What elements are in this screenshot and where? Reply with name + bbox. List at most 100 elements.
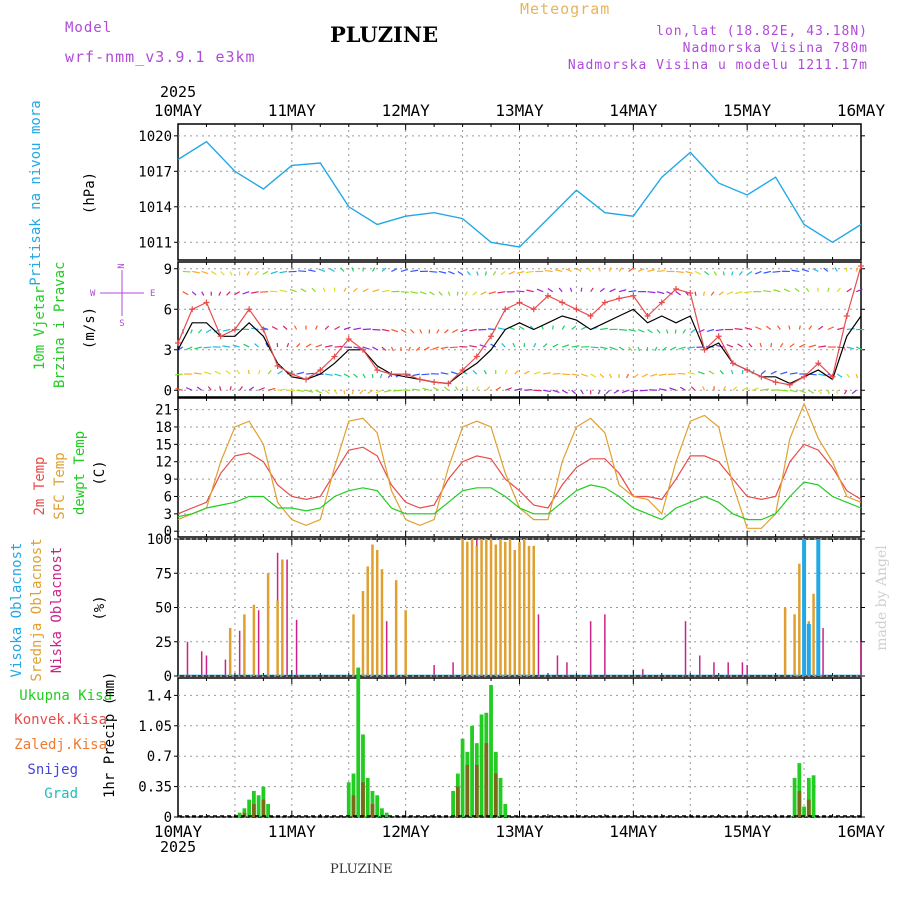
precip-snow-label: Snijeg xyxy=(27,762,78,778)
y-tick-label: 100 xyxy=(147,532,172,548)
wind-barb xyxy=(308,269,316,273)
precip-total-label: Ukupna Kisa xyxy=(19,688,112,704)
wind-barb xyxy=(204,371,212,375)
wind-barb xyxy=(229,271,233,276)
y-tick-label: 6 xyxy=(164,302,172,318)
wind-barb xyxy=(185,346,193,351)
wind-barb xyxy=(438,291,443,296)
wind-barb xyxy=(690,329,696,334)
wind-gust-marker xyxy=(687,290,694,297)
wind-barb xyxy=(293,325,298,330)
altitude-label: Nadmorska Visina 780m xyxy=(682,41,868,56)
wind-barb xyxy=(744,291,752,294)
precip-total-bar xyxy=(451,790,455,817)
precip-conv-bar xyxy=(474,764,479,817)
wind-barb xyxy=(315,389,322,394)
wind-barb xyxy=(748,342,753,348)
precip-conv-bar xyxy=(370,803,375,817)
wind-barb xyxy=(580,287,583,292)
wind-barb xyxy=(637,328,645,333)
wind-barb xyxy=(730,369,734,375)
wind-barb xyxy=(485,271,487,276)
wind-barb xyxy=(554,269,563,273)
y-tick-label: 1011 xyxy=(138,235,172,251)
wind-barb xyxy=(422,387,430,391)
wind-barb xyxy=(722,271,725,276)
wind-barb xyxy=(381,267,387,272)
wind-barb xyxy=(497,291,506,294)
wind-barb xyxy=(258,387,265,391)
wind-barb xyxy=(353,327,362,331)
precip-total-bar xyxy=(470,725,474,817)
wind-barb xyxy=(324,344,333,348)
wind-barb xyxy=(823,267,829,272)
wind-barb xyxy=(372,346,379,351)
wind-gust-marker xyxy=(431,379,438,386)
wind-barb xyxy=(267,387,276,391)
wind-barb xyxy=(448,270,455,275)
wind-barb xyxy=(279,289,288,293)
wind-barb xyxy=(600,346,608,350)
wind-barb xyxy=(485,386,491,391)
y-tick-label: 9 xyxy=(164,262,172,278)
wind-barb xyxy=(457,270,463,276)
wind-barb xyxy=(495,386,502,391)
wind-barb xyxy=(735,291,743,295)
wind-barb xyxy=(479,344,487,348)
wind-barb xyxy=(675,270,684,274)
y-tick-label: 3 xyxy=(164,343,172,359)
precip-total-bar xyxy=(380,808,384,817)
wind-gust-marker xyxy=(829,373,836,380)
y-tick-label: 0.35 xyxy=(138,780,172,796)
wind-gust-marker xyxy=(217,333,224,340)
wind-barb xyxy=(201,291,205,296)
wind-barb xyxy=(277,388,286,391)
wind-barb xyxy=(694,291,697,296)
wind-barb xyxy=(410,269,419,273)
wind-barb xyxy=(379,373,383,379)
wind-barb xyxy=(197,329,203,334)
wind-gust-marker xyxy=(388,371,395,378)
wind-barb xyxy=(270,270,278,275)
wind-barb xyxy=(175,387,183,391)
wind-barb xyxy=(351,390,355,395)
wind-barb xyxy=(647,269,655,273)
wind-barb xyxy=(552,389,560,393)
wind-barb xyxy=(561,389,568,394)
wind-barb xyxy=(362,288,369,293)
wind-gust-marker xyxy=(744,367,751,373)
wind-barb xyxy=(656,291,665,295)
wind-barb xyxy=(618,289,627,293)
x-label-bottom: 15MAY xyxy=(723,822,772,841)
wind-barb xyxy=(251,291,259,294)
wind-barb xyxy=(543,389,551,393)
wind-barb xyxy=(674,329,677,334)
precip-total-bar xyxy=(237,812,242,817)
wind-barb xyxy=(412,388,420,391)
wind-gust-marker xyxy=(488,333,495,340)
wind-barb xyxy=(421,373,430,376)
wind-gust-marker xyxy=(231,326,238,333)
precip-conv-bar xyxy=(351,795,356,817)
wind-gust-marker xyxy=(260,326,267,333)
precip-total-bar xyxy=(797,763,802,817)
wind-barb xyxy=(222,345,231,348)
wind-barb xyxy=(390,346,395,352)
wind-barb xyxy=(590,346,599,349)
y-tick-label: 1.05 xyxy=(138,719,172,735)
wind-barb xyxy=(827,287,830,292)
wind-barb xyxy=(533,371,541,375)
wind-barb xyxy=(490,343,497,348)
wind-barb xyxy=(243,343,250,348)
wind-barb xyxy=(324,325,330,330)
wind-barb xyxy=(855,373,859,379)
y-tick-label: 1017 xyxy=(138,164,172,180)
wind-barb xyxy=(492,271,497,276)
wind-barb xyxy=(400,268,408,273)
wind-barb xyxy=(587,267,592,272)
wind-barb xyxy=(182,291,189,296)
precip-total-bar xyxy=(256,795,261,817)
wind-barb xyxy=(464,291,468,296)
wind-gust-marker xyxy=(473,353,480,360)
wind-barb xyxy=(726,343,734,348)
